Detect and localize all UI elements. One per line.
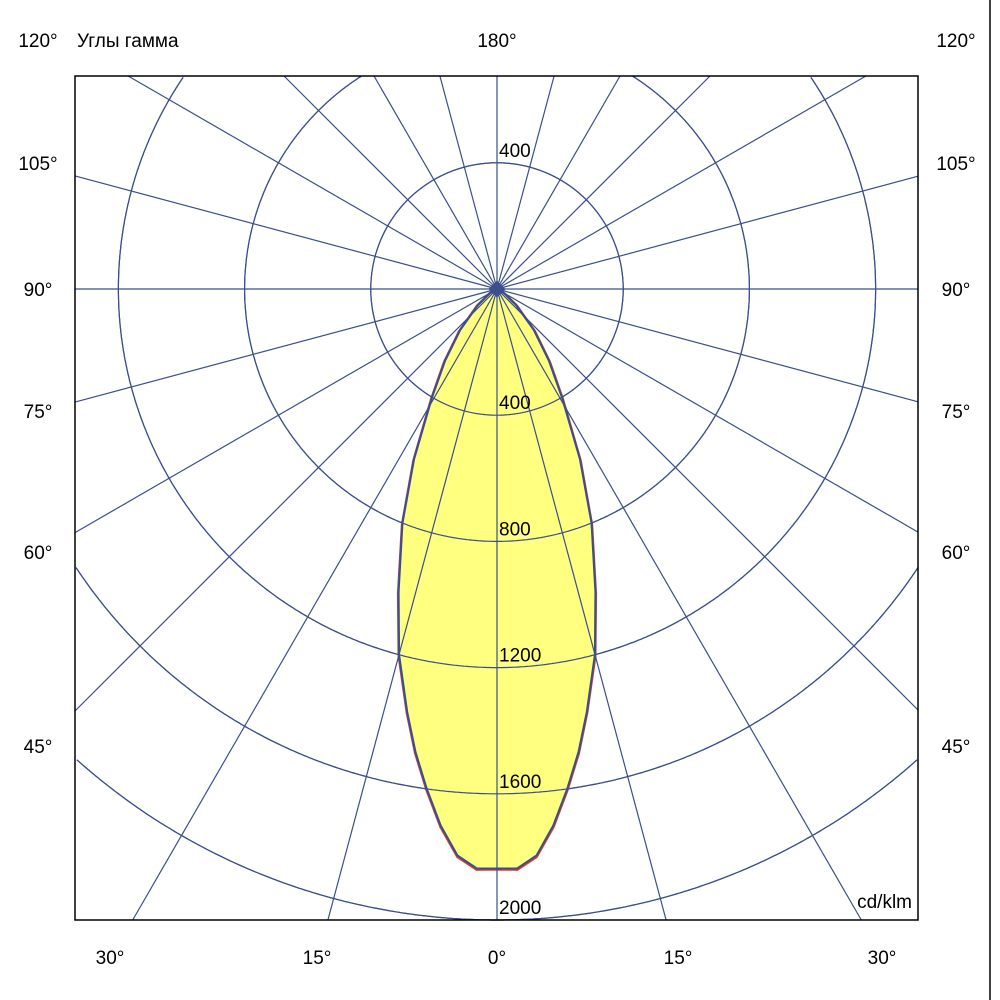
right-angle-label: 75° (942, 402, 971, 423)
radial-line-315 (74, 288, 498, 712)
ring-1200-over (117, 76, 877, 669)
left-angle-label: 105° (18, 154, 57, 175)
ring-label-1600: 1600 (499, 772, 541, 793)
radial-line-120 (496, 75, 867, 290)
center-marker (488, 280, 506, 298)
bottom-angle-label: 0° (488, 948, 506, 969)
plot-frame (74, 75, 919, 921)
radial-line-240 (127, 75, 498, 290)
ring-2000-over (76, 759, 918, 921)
top-angle-label: 180° (477, 31, 516, 52)
ring-800-over (244, 75, 750, 542)
radial-line-300 (74, 288, 498, 534)
right-angle-label: 90° (942, 280, 971, 301)
left-angle-label: 90° (24, 280, 53, 301)
ring-label-800: 800 (499, 519, 531, 540)
radial-line-285 (74, 288, 498, 403)
ring-label-1200: 1200 (499, 646, 541, 667)
right-angle-label: 120° (936, 31, 975, 52)
left-angle-label: 120° (18, 31, 57, 52)
left-angle-label: 60° (24, 543, 53, 564)
bottom-angle-label: 15° (664, 948, 693, 969)
radial-line-75 (496, 288, 919, 403)
radial-line-210 (373, 75, 498, 290)
unit-label: cd/klm (857, 892, 912, 913)
top-ring-label: 400 (499, 141, 531, 162)
radial-line-225 (283, 75, 498, 290)
radial-line-150 (496, 75, 621, 290)
ring-1600-over (75, 567, 919, 795)
radial-line-135 (496, 75, 711, 290)
radial-line-255 (74, 175, 498, 290)
ring-label-2000: 2000 (499, 898, 541, 919)
radial-line-165 (496, 75, 555, 290)
radial-line-15 (496, 288, 667, 921)
ring-label-400: 400 (499, 393, 531, 414)
radial-line-105 (496, 175, 919, 290)
radial-line-345 (327, 288, 498, 921)
right-angle-label: 45° (942, 737, 971, 758)
bottom-angle-label: 30° (96, 948, 125, 969)
left-angle-label: 75° (24, 402, 53, 423)
bottom-angle-label: 30° (868, 948, 897, 969)
chart-title: Углы гамма (77, 31, 179, 52)
right-angle-label: 105° (936, 154, 975, 175)
bottom-angle-label: 15° (303, 948, 332, 969)
radial-line-30 (496, 288, 862, 921)
radial-line-45 (496, 288, 919, 711)
radial-line-330 (132, 288, 498, 921)
right-angle-label: 60° (942, 543, 971, 564)
radial-line-195 (439, 75, 498, 290)
left-angle-label: 45° (24, 737, 53, 758)
radial-line-60 (496, 288, 919, 533)
